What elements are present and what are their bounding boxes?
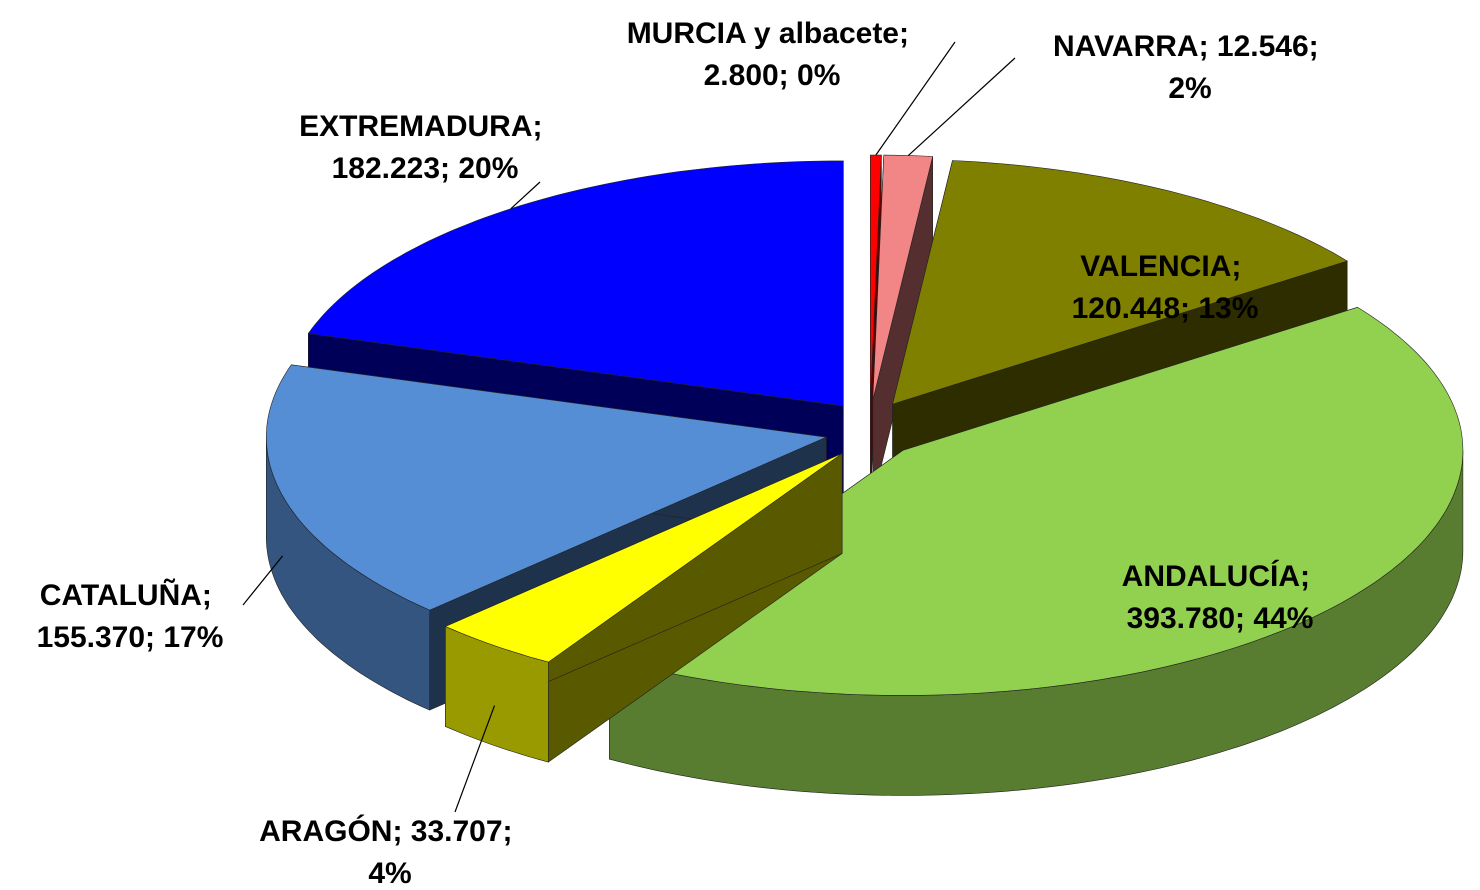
data-label: CATALUÑA; 155.370; 17% — [37, 578, 224, 654]
data-label: ARAGÓN; 33.707; 4% — [259, 814, 521, 890]
slice — [872, 154, 934, 401]
data-label: EXTREMADURA; 182.223; 20% — [299, 110, 551, 185]
slice — [608, 306, 1464, 696]
data-label-line: 4% — [368, 857, 411, 890]
leader-line — [454, 705, 496, 813]
data-label-line: 2.800; 0% — [704, 59, 841, 92]
data-label-line: VALENCIA; — [1080, 250, 1249, 283]
leader-line — [907, 57, 1016, 157]
data-label: NAVARRA; 12.546; 2% — [1053, 30, 1327, 105]
leader-line — [875, 41, 956, 156]
data-label-line: ARAGÓN; 33.707; — [259, 814, 521, 848]
data-label-line: ANDALUCÍA; — [1122, 559, 1319, 593]
data-label-line: 120.448; 13% — [1072, 292, 1259, 325]
leader-line — [510, 181, 541, 210]
data-label-line: 393.780; 44% — [1127, 602, 1314, 635]
data-label: MURCIA y albacete; 2.800; 0% — [627, 17, 918, 92]
slice — [444, 453, 843, 663]
leader-line — [242, 555, 284, 606]
data-label-line: 155.370; 17% — [37, 621, 224, 654]
slice — [892, 160, 1348, 405]
data-label-line: NAVARRA; 12.546; — [1053, 30, 1327, 63]
data-label: VALENCIA; 120.448; 13% — [1072, 250, 1259, 325]
slice — [265, 364, 828, 611]
data-label-line: 182.223; 20% — [332, 152, 519, 185]
data-label-line: CATALUÑA; — [40, 578, 221, 612]
data-label: ANDALUCÍA; 393.780; 44% — [1122, 559, 1319, 635]
data-label-line: EXTREMADURA; — [299, 110, 551, 143]
data-label-line: 2% — [1168, 72, 1211, 105]
slice — [872, 154, 934, 501]
slice — [444, 452, 843, 763]
data-label-line: MURCIA y albacete; — [627, 17, 918, 50]
